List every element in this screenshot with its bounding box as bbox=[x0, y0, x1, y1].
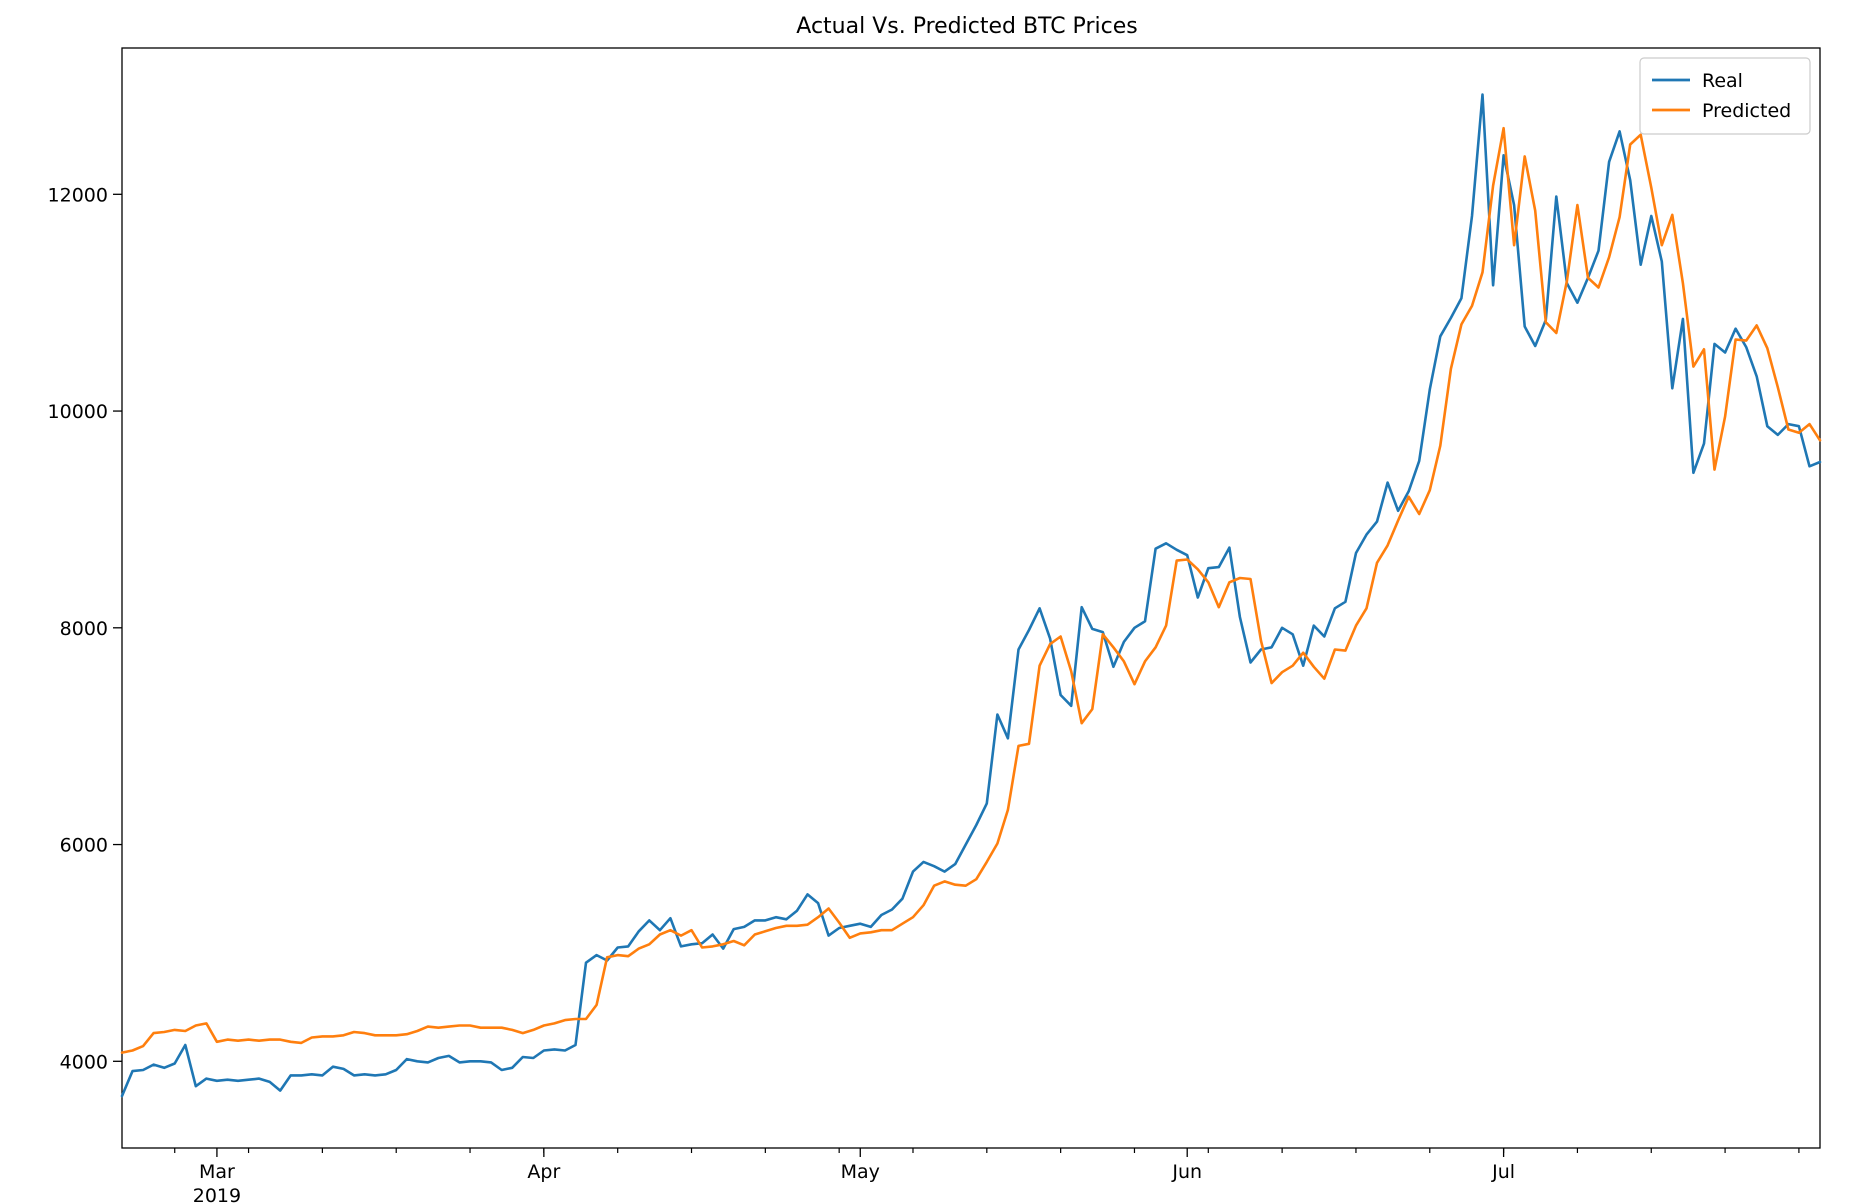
legend-box bbox=[1639, 57, 1811, 135]
legend-label-real: Real bbox=[1702, 70, 1743, 92]
series-group bbox=[120, 93, 1822, 1098]
y-tick-label: 10000 bbox=[48, 401, 108, 423]
axes-frame bbox=[121, 47, 1821, 1149]
x-tick-label: May bbox=[841, 1161, 880, 1183]
plot-area: Mar 2019 Apr May Jun Jul 4000 6000 8000 10000 120… bbox=[48, 47, 1822, 1204]
y-tick-label: 8000 bbox=[60, 618, 108, 640]
x-tick-sublabel: 2019 bbox=[193, 1185, 241, 1204]
series-line-real bbox=[120, 93, 1822, 1098]
x-tick-label: Jun bbox=[1171, 1161, 1202, 1183]
y-axis: 4000 6000 8000 10000 12000 bbox=[48, 184, 122, 1073]
chart-title: Actual Vs. Predicted BTC Prices bbox=[796, 14, 1137, 39]
x-tick-label: Mar bbox=[199, 1161, 235, 1183]
x-tick-label: Apr bbox=[527, 1161, 560, 1183]
y-tick-label: 12000 bbox=[48, 184, 108, 206]
legend-label-predicted: Predicted bbox=[1702, 100, 1791, 122]
y-tick-label: 6000 bbox=[60, 835, 108, 857]
legend: Real Predicted bbox=[1639, 57, 1811, 135]
x-axis: Mar 2019 Apr May Jun Jul bbox=[174, 1148, 1800, 1204]
y-tick-label: 4000 bbox=[60, 1051, 108, 1073]
series-line-predicted bbox=[120, 126, 1822, 1054]
x-tick-label: Jul bbox=[1491, 1161, 1515, 1183]
